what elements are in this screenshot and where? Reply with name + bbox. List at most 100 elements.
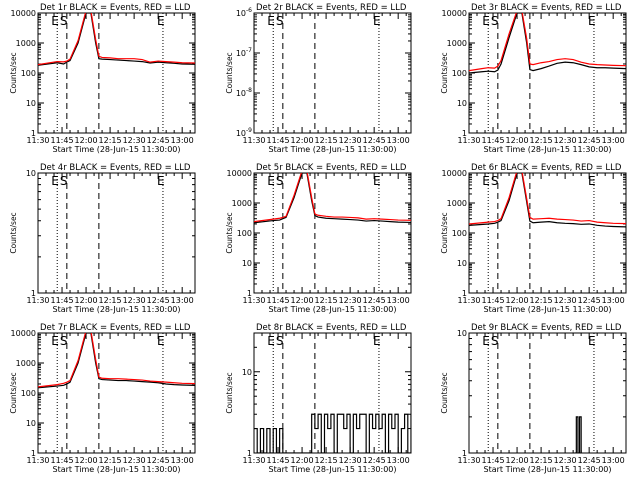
- y-axis-label: Counts/sec: [9, 212, 18, 253]
- series-group: [469, 173, 626, 228]
- x-tick-label: 11:45: [50, 136, 73, 145]
- panel-title: Det 5r BLACK = Events, RED = LLD: [256, 163, 407, 173]
- marker-label: E: [157, 174, 165, 188]
- detector-panel-6: Det 6r BLACK = Events, RED = LLD 1 10 100 10…: [440, 163, 627, 314]
- x-tick-label: 11:30: [242, 136, 265, 145]
- y-tick-label: 10: [26, 99, 36, 108]
- x-axis-label: Start Time (28-Jun-15 11:30:00): [484, 465, 612, 474]
- series-line-events: [469, 173, 626, 228]
- x-tick-label: 12:15: [530, 136, 553, 145]
- y-tick-label: 1: [462, 289, 467, 298]
- panel-title: Det 3r BLACK = Events, RED = LLD: [471, 3, 622, 13]
- x-tick-label: 13:00: [171, 136, 194, 145]
- y-tick-label: 10: [457, 99, 467, 108]
- marker-label: S: [60, 174, 68, 188]
- x-axis-label: Start Time (28-Jun-15 11:30:00): [484, 305, 612, 314]
- x-tick-label: 12:00: [506, 456, 529, 465]
- x-tick-label: 11:45: [481, 456, 504, 465]
- y-tick-label: 10-8: [236, 87, 252, 98]
- x-tick-label: 12:00: [75, 296, 98, 305]
- x-tick-label: 11:45: [481, 136, 504, 145]
- x-tick-label: 12:30: [554, 296, 577, 305]
- x-tick-label: 11:30: [26, 456, 49, 465]
- x-tick-label: 11:45: [266, 296, 289, 305]
- y-tick-label: 1000: [232, 199, 252, 208]
- x-tick-label: 13:00: [387, 456, 410, 465]
- series-line-lld: [38, 13, 195, 66]
- marker-label: E: [588, 334, 596, 348]
- x-tick-label: 13:00: [387, 296, 410, 305]
- series-line-lld: [254, 173, 411, 223]
- marker-label: E: [482, 14, 490, 28]
- y-tick-label: 1: [247, 449, 252, 458]
- detector-panel-5: Det 5r BLACK = Events, RED = LLD 1 10 100 10…: [225, 163, 412, 314]
- x-tick-label: 12:45: [363, 296, 386, 305]
- marker-label: S: [276, 174, 284, 188]
- y-tick-label: 1: [462, 449, 467, 458]
- x-tick-label: 13:00: [602, 296, 625, 305]
- x-tick-label: 12:15: [530, 456, 553, 465]
- series-line-lld: [38, 333, 195, 388]
- y-axis-label: Counts/sec: [225, 52, 234, 93]
- marker-label: S: [60, 14, 68, 28]
- y-tick-label: 1000: [447, 39, 467, 48]
- y-axis-label: Counts/sec: [225, 372, 234, 413]
- x-tick-label: 12:45: [578, 296, 601, 305]
- series-group: [38, 13, 195, 66]
- series-line-events: [38, 13, 195, 66]
- x-tick-label: 11:30: [242, 456, 265, 465]
- y-tick-label: 1: [247, 289, 252, 298]
- y-tick-label: 1000: [447, 199, 467, 208]
- axes-frame: [37, 12, 196, 134]
- x-axis-label: Start Time (28-Jun-15 11:30:00): [269, 465, 397, 474]
- x-tick-label: 12:45: [147, 296, 170, 305]
- x-tick-label: 13:00: [602, 136, 625, 145]
- y-axis-label: Counts/sec: [9, 52, 18, 93]
- panel-title: Det 1r BLACK = Events, RED = LLD: [40, 3, 191, 13]
- x-axis-label: Start Time (28-Jun-15 11:30:00): [53, 465, 181, 474]
- series-group: [469, 13, 626, 74]
- x-axis-label: Start Time (28-Jun-15 11:30:00): [269, 145, 397, 154]
- x-tick-label: 13:00: [171, 296, 194, 305]
- marker-label: E: [51, 174, 59, 188]
- x-tick-label: 13:00: [387, 136, 410, 145]
- y-tick-label: 1: [31, 289, 36, 298]
- series-group: [38, 333, 195, 389]
- y-tick-label: 100: [237, 229, 252, 238]
- x-tick-label: 12:30: [123, 136, 146, 145]
- y-tick-label: 10: [242, 368, 252, 377]
- y-axis-label: Counts/sec: [225, 212, 234, 253]
- y-tick-label: 10000: [227, 169, 252, 178]
- marker-label: E: [482, 334, 490, 348]
- x-tick-label: 12:00: [75, 136, 98, 145]
- x-tick-label: 12:45: [147, 456, 170, 465]
- x-tick-label: 11:45: [266, 136, 289, 145]
- axes-frame: [37, 172, 196, 294]
- x-tick-label: 12:00: [506, 136, 529, 145]
- x-tick-label: 12:00: [291, 296, 314, 305]
- marker-label: E: [267, 334, 275, 348]
- marker-label: S: [491, 14, 499, 28]
- x-axis-label: Start Time (28-Jun-15 11:30:00): [53, 305, 181, 314]
- y-axis-label: Counts/sec: [9, 372, 18, 413]
- y-tick-label: 10: [26, 419, 36, 428]
- series-line-events: [469, 13, 626, 74]
- x-tick-label: 12:30: [554, 136, 577, 145]
- x-tick-label: 12:00: [291, 136, 314, 145]
- marker-label: S: [60, 334, 68, 348]
- y-tick-label: 100: [452, 229, 467, 238]
- axes-frame: [468, 332, 627, 454]
- detector-panel-8: Det 8r BLACK = Events, RED = LLD 1 10 11:30…: [225, 323, 412, 474]
- x-tick-label: 12:15: [530, 296, 553, 305]
- marker-label: E: [51, 14, 59, 28]
- series-line-events: [254, 413, 411, 453]
- marker-label: E: [482, 174, 490, 188]
- detector-panel-7: Det 7r BLACK = Events, RED = LLD 1 10 100 10…: [9, 323, 196, 474]
- y-tick-label: 10-6: [236, 7, 252, 18]
- x-tick-label: 12:15: [99, 296, 122, 305]
- series-group: [574, 416, 582, 453]
- detector-panel-1: Det 1r BLACK = Events, RED = LLD 1 10 100 10…: [9, 3, 196, 154]
- y-tick-label: 10-9: [236, 127, 252, 138]
- x-tick-label: 11:45: [266, 456, 289, 465]
